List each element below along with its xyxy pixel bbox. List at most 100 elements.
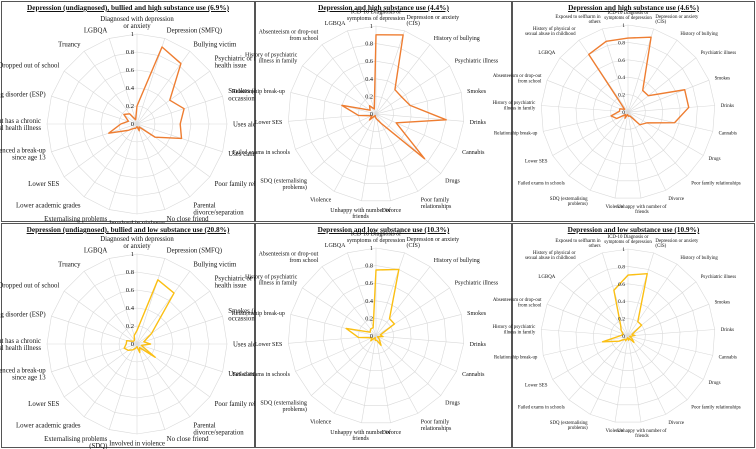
tick-label: 0.8	[365, 263, 373, 270]
radar-chart: 1 0.8 0.6 0.4 0.2 0 ICD-10 Diagnosis or symptom…	[493, 235, 741, 439]
category-label: Smokes	[467, 89, 487, 95]
tick-label: 0	[370, 333, 373, 340]
grid-spoke	[627, 105, 715, 113]
category-label: LGBQA	[325, 243, 346, 249]
grid-ring	[340, 78, 412, 150]
tick-label: 0.6	[618, 282, 625, 288]
category-label: Lower academic grades	[16, 422, 81, 429]
panel-title: Depression (undiagnosed), bullied and hi…	[27, 3, 229, 12]
tick-label: 1	[131, 251, 134, 258]
category-label: Parent has a chronicmental health illnes…	[0, 118, 41, 132]
grid-spoke	[627, 335, 704, 380]
category-label: Smokes	[715, 301, 731, 306]
grid-spoke	[64, 70, 138, 125]
grid-ring	[558, 266, 698, 406]
category-label: Lower SES	[525, 160, 548, 165]
radar-chart: 1 0.8 0.6 0.4 0.2 0 ICD-10 Diagnosis or symptom…	[493, 11, 741, 215]
category-label: ICD-10 Diagnosis or symptoms of depressio…	[347, 232, 405, 244]
tick-label: 0	[622, 110, 625, 116]
radar-chart: 1 0.8 0.6 0.4 0.2 0 Diagnosed with depression o…	[0, 236, 292, 449]
category-label: Divorce	[668, 197, 684, 202]
category-label: Has eating disorder (ESP)	[0, 312, 46, 319]
category-label: History of bullying	[680, 32, 718, 37]
grid-spoke	[375, 113, 457, 150]
grid-spoke	[627, 335, 642, 423]
tick-label: 0	[370, 111, 373, 118]
radar-panel-6: Depression and low substance use (10.9%)…	[493, 223, 755, 448]
category-label: Drugs	[445, 401, 460, 407]
category-label: ICD-10 Diagnosis or symptoms of depressio…	[604, 11, 652, 21]
grid-ring	[340, 300, 412, 372]
grid-spoke	[375, 65, 450, 115]
grid-ring	[305, 265, 447, 406]
category-label: LGBQA	[84, 248, 108, 255]
category-label: Violence	[605, 429, 622, 434]
tick-label: 0.8	[126, 49, 135, 56]
grid-spoke	[552, 111, 629, 156]
category-label: SDQ (externalising problems)	[260, 178, 307, 191]
grid-spoke	[375, 113, 464, 122]
grid-spoke	[51, 315, 138, 345]
category-label: Lower SES	[28, 401, 59, 408]
category-label: History of physical or sexual abuse in ch…	[525, 251, 576, 261]
grid-spoke	[136, 95, 223, 125]
category-label: History of physical or sexual abuse in ch…	[525, 27, 576, 37]
grid-ring	[287, 247, 465, 424]
grid-spoke	[333, 113, 377, 192]
category-label: Relationship break-up	[232, 311, 285, 317]
category-label: Lower SES	[255, 120, 282, 126]
category-label: Psychiatric or mental health issue	[215, 275, 273, 289]
series-line	[123, 279, 175, 358]
category-label: Has eating disorder (ESP)	[0, 92, 46, 99]
category-label: Divorce	[382, 208, 402, 214]
grid-spoke	[108, 38, 138, 125]
radar-panel-1: Depression (undiagnosed), bullied and hi…	[0, 1, 292, 230]
panel-title: Depression and high substance use (4.6%)	[568, 3, 699, 12]
category-label: Poor family relationships	[215, 401, 284, 408]
grid-spoke	[136, 343, 166, 430]
grid-spoke	[541, 329, 629, 337]
tick-label: 0.2	[365, 93, 373, 100]
category-label: History of bullying	[434, 257, 480, 264]
category-label: Depression or anxiety (CIS)	[655, 239, 698, 249]
category-label: Smokes (daily or occassionally)	[228, 88, 275, 102]
grid-spoke	[136, 258, 166, 345]
grid-spoke	[108, 343, 138, 430]
category-label: Drugs	[709, 381, 721, 386]
grid-spoke	[568, 335, 629, 400]
tick-label: 0.2	[618, 93, 625, 99]
category-label: Parent has a chronicmental health illnes…	[0, 338, 41, 352]
grid-spoke	[375, 113, 391, 201]
radar-chart: 1 0.8 0.6 0.4 0.2 0 ICD-10 Diagnosis or symptom…	[232, 10, 499, 220]
tick-label: 0.4	[126, 85, 135, 92]
grid-spoke	[375, 44, 431, 115]
grid-spoke	[627, 303, 710, 337]
category-label: Psychiatric illness	[455, 59, 499, 65]
series-line	[345, 268, 400, 346]
category-label: Truancy	[58, 41, 81, 48]
category-label: Exposed to selfharm in others	[555, 15, 601, 25]
grid-spoke	[589, 111, 629, 191]
grid-ring	[558, 42, 698, 182]
grid-spoke	[627, 111, 713, 132]
grid-ring	[540, 248, 716, 423]
category-label: Unhappy with number of friends	[330, 429, 391, 442]
grid-spoke	[375, 335, 441, 396]
category-label: Drinks	[721, 104, 734, 109]
category-label: Lower SES	[255, 342, 282, 348]
category-label: Smokes	[715, 77, 731, 82]
category-label: Drinks	[721, 328, 734, 333]
category-label: Cannabis	[462, 372, 485, 378]
grid-spoke	[375, 113, 441, 174]
category-label: LGBQA	[325, 21, 346, 27]
category-label: Failed exams in schools	[518, 181, 565, 186]
grid-spoke	[136, 343, 223, 373]
grid-spoke	[375, 113, 419, 192]
tick-label: 0.2	[126, 103, 134, 110]
grid-spoke	[375, 287, 450, 337]
grid-spoke	[614, 335, 629, 423]
grid-spoke	[568, 111, 629, 176]
grid-spoke	[552, 335, 629, 380]
grid-spoke	[627, 111, 642, 199]
